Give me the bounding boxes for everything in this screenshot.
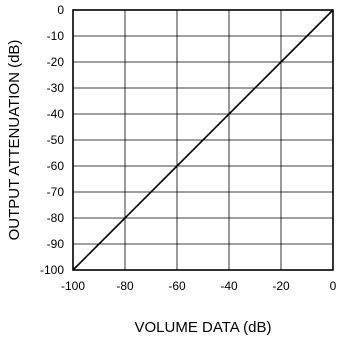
- y-tick-label: -60: [47, 159, 65, 173]
- y-tick-label: -50: [47, 133, 65, 147]
- y-tick-label: -80: [47, 211, 65, 225]
- series-line: [72, 9, 334, 271]
- y-tick-label: -10: [47, 29, 65, 43]
- y-tick-label: -100: [40, 263, 64, 277]
- y-tick-label: -70: [47, 185, 65, 199]
- x-tick-label: -80: [116, 279, 134, 293]
- y-tick-label: 0: [57, 3, 64, 17]
- y-axis-label: OUTPUT ATTENUATION (dB): [6, 40, 23, 241]
- x-tick-label: -100: [61, 279, 85, 293]
- x-tick-labels: -100 -80 -60 -40 -20 0: [61, 279, 337, 293]
- plot-frame: [72, 9, 334, 271]
- series-layer: [72, 9, 334, 271]
- y-tick-label: -20: [47, 55, 65, 69]
- x-tick-label: -40: [220, 279, 238, 293]
- y-tick-labels: 0 -10 -20 -30 -40 -50 -60 -70 -80 -90 -100: [40, 3, 64, 277]
- x-axis-label: VOLUME DATA (dB): [135, 319, 272, 336]
- y-tick-label: -90: [47, 237, 65, 251]
- x-tick-label: -60: [168, 279, 186, 293]
- x-tick-label: 0: [330, 279, 337, 293]
- y-tick-label: -30: [47, 81, 65, 95]
- x-tick-label: -20: [272, 279, 290, 293]
- y-tick-label: -40: [47, 107, 65, 121]
